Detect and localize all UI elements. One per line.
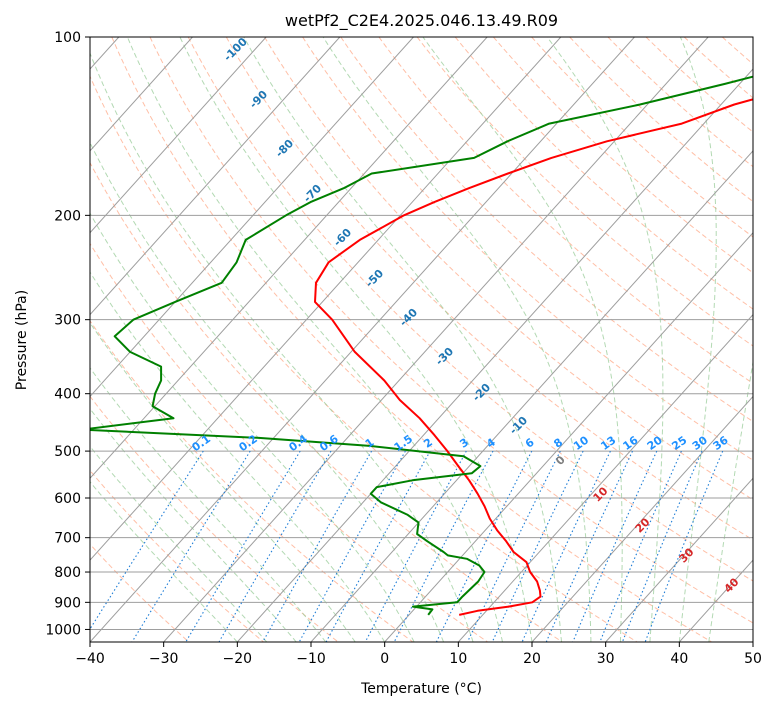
chart-title: wetPf2_C2E4.2025.046.13.49.R09 [285,11,558,31]
x-tick-label: −40 [75,651,105,667]
moist-adiabat-line [90,271,386,642]
moist-adiabat-line [90,212,415,642]
dry-adiabat-line [340,37,753,423]
isotherm-line [457,313,753,642]
isotherm-line [531,395,753,642]
mixing-ratio-line [364,450,467,642]
temperature-profile-line [314,98,753,616]
mixing-ratio-line [393,450,494,642]
mixing-ratio-line [218,450,332,642]
x-tick-label: 20 [523,651,541,667]
dry-adiabat-line [378,37,753,384]
mixing-ratio-line [298,450,406,642]
moist-adiabat-line [322,37,592,642]
mixing-ratio-line [599,450,682,642]
mixing-ratio-line [572,450,658,642]
mixing-ratio-line [545,450,633,642]
moist-adiabat-line [708,359,753,642]
moist-adiabat-line [90,322,356,642]
dry-adiabat-line [493,37,753,274]
y-tick-label: 100 [54,30,81,46]
moist-adiabat-line [90,445,268,642]
mixing-ratio-line [185,450,301,642]
mixing-ratio-line [325,450,431,642]
moist-adiabat-line [678,37,717,642]
dry-adiabat-line [90,242,488,642]
x-axis-label: Temperature (°C) [360,681,482,697]
y-tick-label: 600 [54,491,81,507]
mixing-ratio-line [262,450,373,642]
plot-frame [89,36,754,643]
y-tick-label: 300 [54,313,81,329]
isotherm-line [90,37,341,316]
y-axis-label: Pressure (hPa) [14,290,30,390]
dry-adiabat-line [187,37,753,582]
y-tick-label: 800 [54,565,81,581]
y-tick-label: 400 [54,387,81,403]
y-tick-label: 700 [54,531,81,547]
dry-adiabat-line [225,37,753,541]
isotherm-line [90,37,414,398]
dry-adiabat-line [454,37,753,310]
mixing-ratio-line [491,450,584,642]
moist-adiabat-line [126,37,503,642]
isotherm-line [384,231,753,642]
x-tick-label: 0 [380,651,389,667]
x-tick-label: −10 [296,651,326,667]
mixing-ratio-line [90,450,204,631]
y-tick-label: 1000 [45,622,81,638]
moist-adiabat-line [90,481,238,642]
moist-adiabat-line [546,37,664,642]
moist-adiabat-line [179,37,533,642]
mixing-ratio-line [131,450,251,642]
dry-adiabat-line [149,37,753,624]
isotherm-line [90,37,635,642]
moist-adiabat-line [243,37,562,642]
x-tick-label: −20 [223,651,253,667]
y-tick-label: 900 [54,595,81,611]
dry-adiabat-line [607,37,753,168]
dry-adiabat-line [264,37,753,501]
y-tick-label: 500 [54,444,81,460]
isotherm-line [236,68,753,642]
dry-adiabat-line [90,320,414,642]
dry-adiabat-line [302,37,753,461]
x-tick-label: 40 [670,651,688,667]
moist-adiabat-line [90,141,445,642]
isotherm-line [90,37,488,480]
x-tick-label: −30 [149,651,179,667]
dry-adiabat-line [90,161,563,642]
moist-adiabat-line [90,407,297,642]
mixing-ratio-line [621,450,703,642]
isotherm-line [90,37,562,561]
dry-adiabat-line [111,37,712,642]
x-tick-label: 30 [597,651,615,667]
x-tick-label: 10 [449,651,467,667]
isotherm-line [90,37,193,152]
moist-adiabat-line [422,37,623,642]
dewpoint-profile-line [90,75,753,616]
dry-adiabat-line [569,37,753,203]
isotherm-line [310,150,753,642]
isotherm-line [605,477,753,642]
y-tick-label: 200 [54,208,81,224]
dry-adiabat-line [90,395,339,642]
isotherm-line [90,37,267,234]
x-tick-label: 50 [744,651,762,667]
